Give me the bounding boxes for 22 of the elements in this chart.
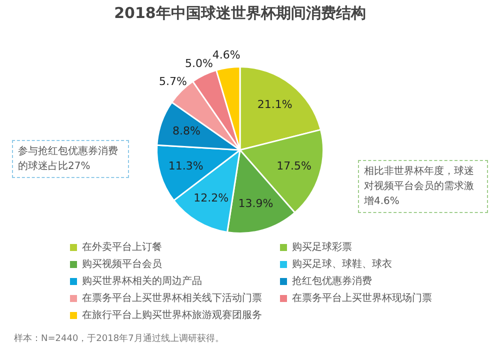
- data-label: 13.9%: [238, 197, 274, 210]
- data-label: 4.6%: [212, 48, 240, 62]
- legend-label: 抢红包优惠券消费: [292, 274, 372, 288]
- legend-label: 购买足球、球鞋、球衣: [292, 258, 392, 271]
- legend-label: 购买世界杯相关的周边产品: [82, 274, 202, 288]
- data-label: 8.8%: [172, 124, 200, 138]
- data-label: 5.0%: [184, 56, 213, 70]
- chart-title: 2018年中国球迷世界杯期间消费结构: [113, 4, 367, 23]
- data-label: 11.3%: [168, 159, 204, 172]
- text: 参与抢红包优惠券消费的球迷占比27%: [12, 140, 129, 178]
- data-label: 5.7%: [158, 75, 187, 88]
- legend-label: 在旅行平台上购买世界杯旅游观赛团服务: [82, 308, 262, 322]
- data-label: 17.5%: [276, 160, 312, 173]
- data-label: 12.2%: [194, 192, 229, 205]
- text: 相比非世界杯年度，球迷对视频平台会员的需求激增4.6%: [358, 160, 488, 213]
- legend-label: 购买视频平台会员: [82, 258, 162, 271]
- text: 样本：N=2440，于2018年7月通过线上调研获得。: [14, 332, 224, 346]
- data-label: 21.1%: [257, 98, 292, 112]
- legend-label: 购买足球彩票: [292, 240, 352, 254]
- legend-label: 在票务平台上买世界杯相关线下活动门票: [82, 292, 262, 305]
- legend-label: 在外卖平台上订餐: [82, 240, 162, 254]
- legend-label: 在票务平台上买世界杯现场门票: [292, 292, 432, 305]
